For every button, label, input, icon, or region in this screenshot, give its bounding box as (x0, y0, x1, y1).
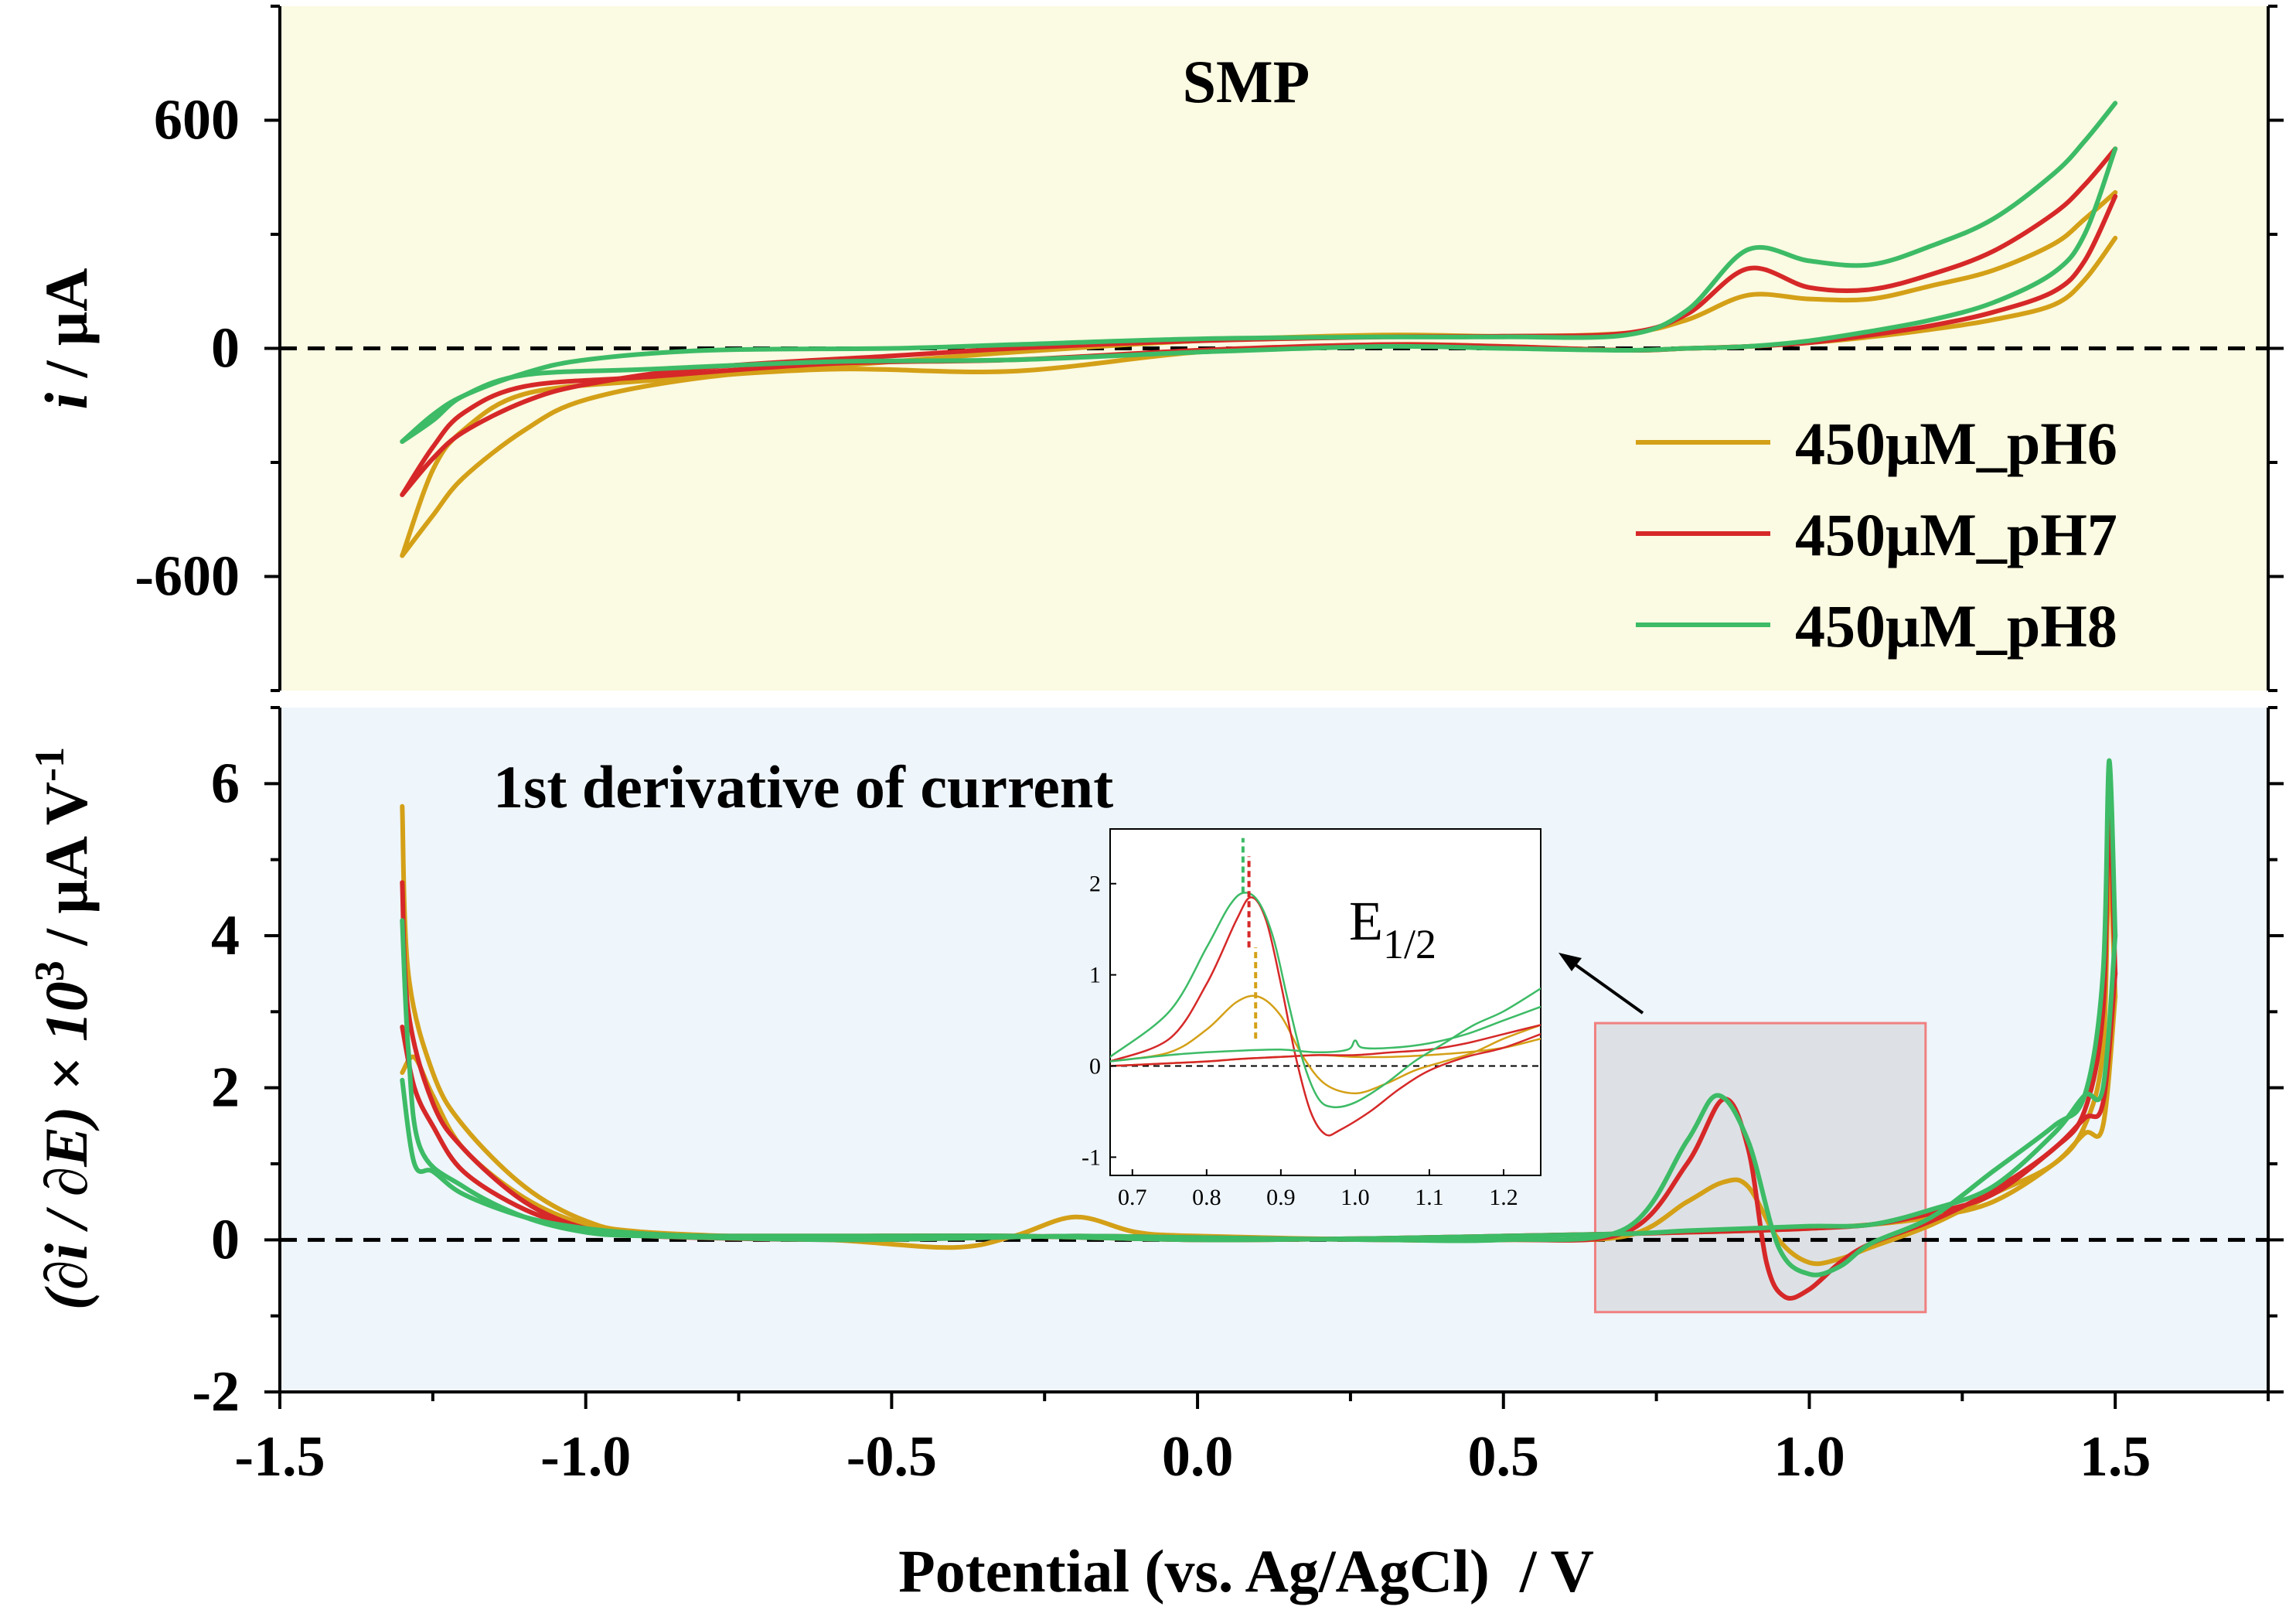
bottom-y-axis-label-sup: 3 (26, 960, 73, 981)
top-panel-title: SMP (1183, 48, 1310, 115)
x-tick-label: 0.0 (1162, 1425, 1234, 1489)
bottom-y-axis-label-main: (∂i / ∂E) × 10 (32, 981, 100, 1310)
inset-x-tick-label: 1.0 (1340, 1185, 1370, 1210)
top-y-tick-label: 0 (211, 317, 240, 380)
x-tick-label: -0.5 (847, 1425, 937, 1489)
bottom-series-group (400, 758, 2118, 1301)
inset-series-ph6-forward-curve (1110, 994, 1541, 1095)
inset-arrow (1558, 953, 1644, 1015)
inset-y-tick-label: -1 (1082, 1144, 1101, 1170)
ticks-group: -1.5 -1.0 -0.5 0.0 0.5 1.0 1.5 600 0 -600 6 4 2 0 -2 (135, 5, 2284, 1489)
legend-label: 450μM_pH6 (1795, 410, 2117, 477)
top-y-tick-label: 600 (154, 89, 240, 152)
inset-series-ph7-reverse-curve (1110, 1024, 1541, 1067)
inset-chart: 0.7 0.8 0.9 1.0 1.1 1.2 2 1 0 -1 (1082, 828, 1541, 1210)
top-y-tick-label: -600 (135, 545, 240, 609)
top-y-axis-label: i / μA (32, 268, 100, 410)
inset-x-tick-label: 1.2 (1489, 1185, 1518, 1210)
inset-x-tick-label: 0.8 (1192, 1185, 1221, 1210)
bottom-y-tick-label: 6 (211, 752, 240, 815)
inset-y-tick-label: 1 (1089, 963, 1101, 988)
inset-series-ph7-forward-curve (1110, 896, 1541, 1137)
inset-e-half-label: E1/2 (1349, 890, 1436, 967)
x-tick-label: -1.0 (540, 1425, 631, 1489)
x-tick-label: 0.5 (1468, 1425, 1540, 1489)
top-y-axis-label-rest: / μA (32, 268, 100, 393)
bottom-y-tick-label: -2 (192, 1360, 240, 1424)
bottom-y-tick-label: 2 (211, 1056, 240, 1120)
inset-y-tick-label: 0 (1089, 1054, 1101, 1080)
bottom-y-tick-label: 0 (211, 1208, 240, 1271)
inset-series-ph8-forward-curve (1110, 892, 1541, 1109)
inset-x-tick-label: 0.9 (1266, 1185, 1296, 1210)
inset-e-sub-label: 1/2 (1383, 921, 1436, 967)
top-series-group (400, 101, 2118, 558)
bottom-y-axis-label-unit: / μA V (32, 782, 100, 960)
x-tick-label: -1.5 (234, 1425, 325, 1489)
inset-y-tick-label: 2 (1089, 872, 1101, 897)
legend-label: 450μM_pH7 (1795, 501, 2117, 568)
highlight-region-box (1593, 1022, 1927, 1314)
legend-label: 450μM_pH8 (1795, 592, 2117, 660)
bottom-y-axis-label-unit-sup: -1 (26, 747, 73, 782)
inset-e-label: E (1349, 890, 1383, 952)
top-series-ph8-forward-curve (400, 101, 2118, 444)
x-tick-label: 1.5 (2080, 1425, 2151, 1489)
legend: 450μM_pH6 450μM_pH7 450μM_pH8 (1636, 410, 2117, 660)
inset-frame (1109, 828, 1541, 1176)
bottom-y-tick-label: 4 (211, 904, 240, 967)
x-axis-label: Potential (vs. Ag/AgCl) / V (898, 1537, 1594, 1605)
bottom-series-ph8-reverse-curve (400, 933, 2118, 1243)
top-y-axis-label-italic: i (32, 392, 100, 409)
bottom-y-axis-label: (∂i / ∂E) × 103 / μA V-1 (26, 747, 100, 1310)
inset-x-tick-label: 1.1 (1415, 1185, 1444, 1210)
inset-series-group (1110, 892, 1541, 1137)
bottom-panel-title: 1st derivative of current (493, 753, 1113, 820)
x-tick-label: 1.0 (1773, 1425, 1845, 1489)
top-series-ph8-reverse-curve (400, 146, 2118, 444)
inset-series-ph8-reverse-curve (1110, 1005, 1541, 1063)
inset-x-tick-label: 0.7 (1118, 1185, 1147, 1210)
